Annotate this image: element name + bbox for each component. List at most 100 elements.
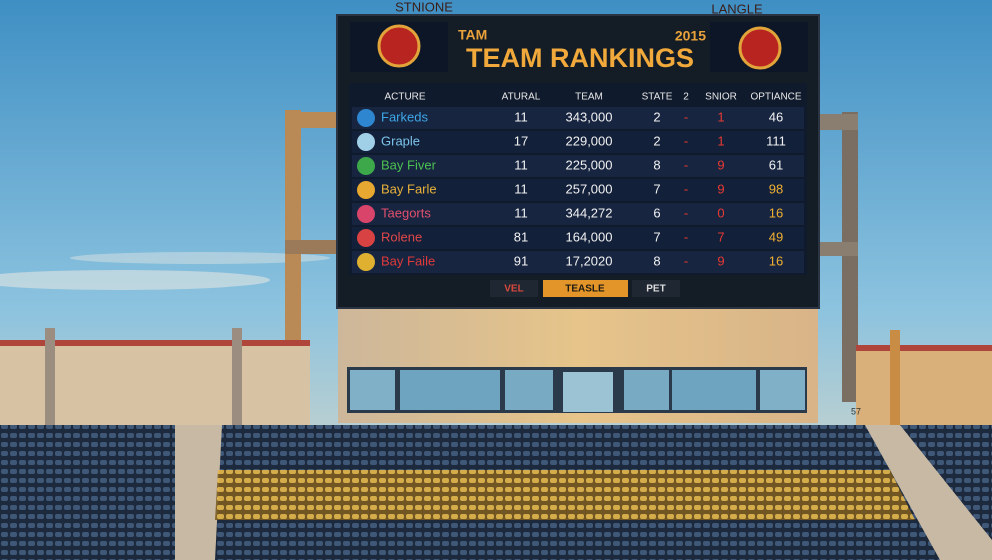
cell: 7 xyxy=(653,181,660,196)
window xyxy=(672,370,756,410)
team-icon xyxy=(357,157,375,175)
team-name: Bay Faile xyxy=(381,253,435,268)
pillar xyxy=(232,328,242,425)
team-icon xyxy=(357,109,375,127)
row-band xyxy=(352,251,804,273)
cell: 1 xyxy=(717,109,724,124)
pillar xyxy=(45,328,55,425)
cloud xyxy=(0,270,270,290)
team-logo xyxy=(738,26,782,70)
cell: - xyxy=(684,229,688,244)
cell: 11 xyxy=(514,205,528,220)
cell: 98 xyxy=(769,181,783,196)
window xyxy=(760,370,805,410)
cell: 9 xyxy=(717,181,724,196)
cell: 6 xyxy=(653,205,660,220)
column-header: ATURAL xyxy=(502,92,541,103)
row-band xyxy=(352,107,804,129)
column-header: TEAM xyxy=(575,92,603,103)
cell: 81 xyxy=(514,229,528,244)
wall-trim xyxy=(0,340,310,346)
cell: 7 xyxy=(653,229,660,244)
cell: 229,000 xyxy=(566,133,613,148)
cell: 17,2020 xyxy=(566,253,613,268)
cell: 11 xyxy=(514,157,528,172)
stadium-wall xyxy=(856,345,992,425)
cell: 111 xyxy=(766,133,786,148)
team-icon xyxy=(357,253,375,271)
button-label: PET xyxy=(646,284,665,295)
door xyxy=(563,372,613,412)
cloud xyxy=(70,252,330,264)
cell: 16 xyxy=(769,253,783,268)
cell: 2 xyxy=(653,133,660,148)
cell: 2 xyxy=(653,109,660,124)
team-logo xyxy=(377,24,421,68)
column-header: 2 xyxy=(683,92,689,103)
sign-label: LANGLE xyxy=(711,1,763,16)
cell: - xyxy=(684,205,688,220)
row-band xyxy=(352,131,804,153)
seats xyxy=(0,425,175,560)
board-prefix: TAM xyxy=(458,27,487,43)
sunlit-seats xyxy=(215,470,915,520)
cell: 46 xyxy=(769,109,783,124)
cell: 1 xyxy=(717,133,724,148)
team-name: Taegorts xyxy=(381,205,431,220)
window xyxy=(505,370,553,410)
wall-trim xyxy=(856,345,992,351)
team-name: Bay Farle xyxy=(381,181,437,196)
cell: 11 xyxy=(514,109,528,124)
cell: 9 xyxy=(717,253,724,268)
team-icon xyxy=(357,205,375,223)
cell: 343,000 xyxy=(566,109,613,124)
window xyxy=(400,370,500,410)
row-band xyxy=(352,203,804,225)
support-beam xyxy=(285,112,345,128)
cell: 11 xyxy=(514,181,528,196)
button xyxy=(543,280,628,297)
button xyxy=(490,280,538,297)
labels: STNIONE LANGLE 57 TAM 2015 TEAM RANKINGS… xyxy=(395,0,861,416)
cell: - xyxy=(684,157,688,172)
column-header: OPTIANCE xyxy=(750,92,801,103)
team-icon xyxy=(357,133,375,151)
board-year: 2015 xyxy=(675,28,706,44)
support-beam xyxy=(285,240,345,254)
seats xyxy=(900,425,992,540)
cell: 91 xyxy=(514,253,528,268)
cell: 257,000 xyxy=(566,181,613,196)
column-header: SNIOR xyxy=(705,92,737,103)
window xyxy=(624,370,669,410)
column-header: ACTURE xyxy=(384,92,425,103)
sign-label: 57 xyxy=(851,406,861,416)
row-band xyxy=(352,155,804,177)
cell: 61 xyxy=(769,157,783,172)
team-name: Farkeds xyxy=(381,109,428,124)
team-name: Bay Fiver xyxy=(381,157,437,172)
button-label: VEL xyxy=(504,284,523,295)
cell: 8 xyxy=(653,253,660,268)
button xyxy=(632,280,680,297)
button-label: TEASLE xyxy=(565,284,605,295)
team-icon xyxy=(357,181,375,199)
cell: - xyxy=(684,133,688,148)
window xyxy=(350,370,395,410)
row-band xyxy=(352,179,804,201)
pillar xyxy=(890,330,900,425)
cell: - xyxy=(684,109,688,124)
cell: 164,000 xyxy=(566,229,613,244)
column-header: STATE xyxy=(642,92,673,103)
cell: 16 xyxy=(769,205,783,220)
cell: 344,272 xyxy=(566,205,613,220)
sign-label: STNIONE xyxy=(395,0,453,14)
cell: 49 xyxy=(769,229,783,244)
team-icon xyxy=(357,229,375,247)
cell: 9 xyxy=(717,157,724,172)
board-title: TEAM RANKINGS xyxy=(466,43,694,73)
cell: 225,000 xyxy=(566,157,613,172)
support-beam xyxy=(285,110,301,400)
cell: - xyxy=(684,181,688,196)
cell: 8 xyxy=(653,157,660,172)
